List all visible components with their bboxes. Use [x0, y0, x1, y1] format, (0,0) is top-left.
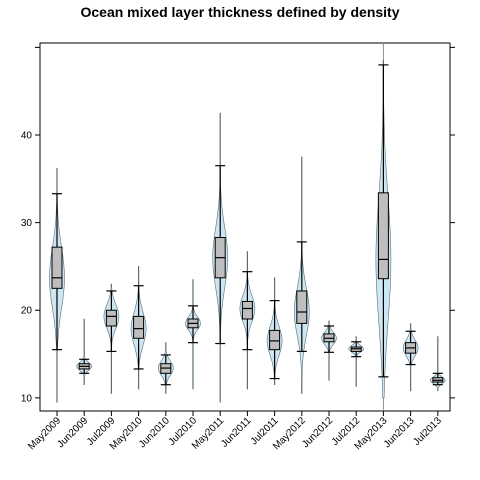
- box-Jul2009: [105, 309, 117, 327]
- x-tick-label: Jun2011: [219, 415, 254, 450]
- x-tick-label: Jul2013: [411, 415, 444, 448]
- x-tick-label: May2009: [26, 415, 63, 452]
- box-May2013: [377, 192, 389, 280]
- box-May2012: [296, 290, 308, 324]
- y-tick-label: 30: [21, 218, 33, 229]
- y-tick-label: 10: [21, 393, 33, 404]
- plot-area: 10203040May2009Jun2009Jul2009May2010Jun2…: [21, 42, 455, 452]
- box-May2009: [51, 246, 63, 289]
- x-tick-label: Jun2013: [382, 415, 417, 450]
- x-tick-label: Jun2010: [137, 415, 172, 450]
- plot-frame: [39, 42, 451, 412]
- y-tick-label: 40: [21, 131, 33, 142]
- box-Jun2011: [241, 300, 253, 320]
- x-tick-label: Jun2012: [300, 415, 335, 450]
- y-tick-label: 20: [21, 306, 33, 317]
- violin-Jun2009: [76, 318, 93, 385]
- box-May2010: [133, 315, 145, 339]
- chart-title: Ocean mixed layer thickness defined by d…: [80, 4, 399, 20]
- x-tick-label: Jun2009: [55, 415, 90, 450]
- box-Jul2011: [269, 329, 281, 351]
